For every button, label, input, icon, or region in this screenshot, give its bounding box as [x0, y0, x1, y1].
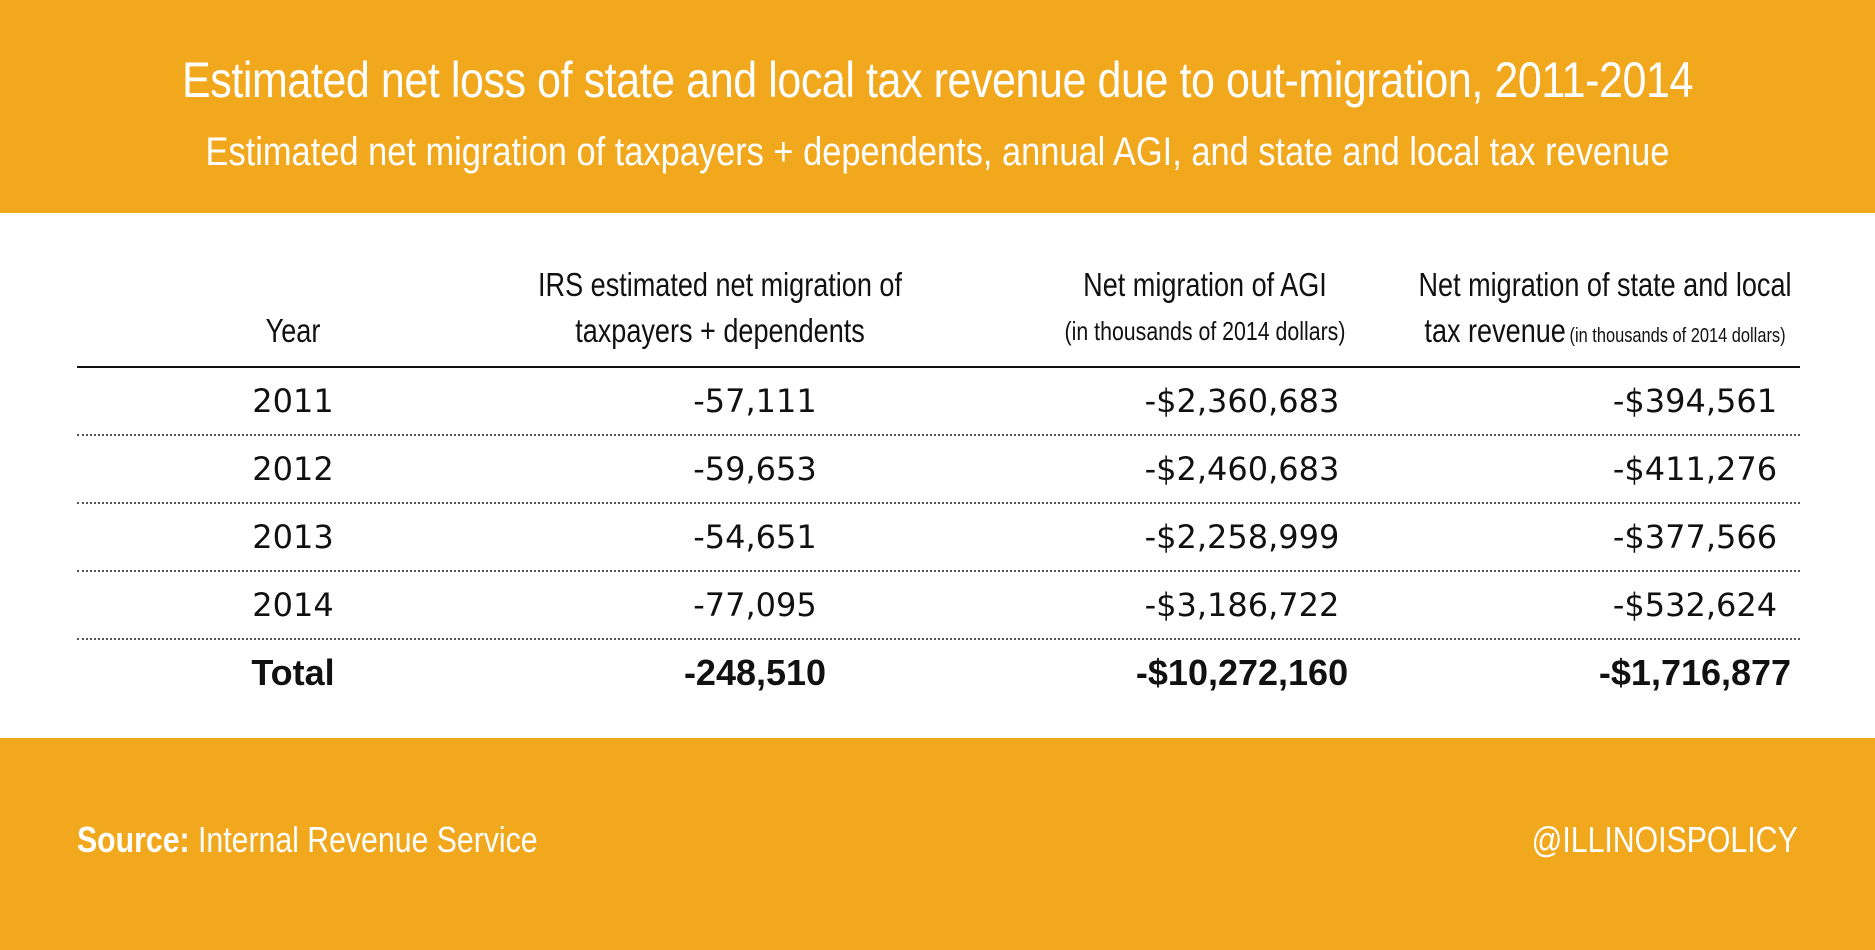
cell-year: 2012 — [252, 450, 334, 488]
column-header-agi: Net migration of AGI (in thousands of 20… — [965, 262, 1445, 354]
column-header-migration-line2: taxpayers + dependents — [575, 312, 865, 349]
footer-banner: Source: Internal Revenue Service @ILLINO… — [0, 738, 1875, 950]
cell-revenue: -$394,561 — [1612, 382, 1778, 420]
cell-migration: -57,111 — [693, 382, 817, 420]
table-row: 2012 -59,653 -$2,460,683 -$411,276 — [77, 436, 1800, 504]
column-header-revenue-line2: tax revenue — [1424, 312, 1566, 349]
source-text: Internal Revenue Service — [198, 819, 538, 860]
table-row: 2011 -57,111 -$2,360,683 -$394,561 — [77, 368, 1800, 436]
source-label: Source: — [77, 819, 190, 860]
column-header-agi-line2: (in thousands of 2014 dollars) — [1064, 316, 1346, 346]
cell-migration: -77,095 — [693, 586, 817, 624]
table-row: 2014 -77,095 -$3,186,722 -$532,624 — [77, 572, 1800, 640]
cell-revenue: -$377,566 — [1612, 518, 1778, 556]
cell-revenue: -$411,276 — [1612, 450, 1778, 488]
total-agi: -$10,272,160 — [1135, 652, 1349, 693]
total-label: Total — [251, 652, 335, 693]
total-row: Total -248,510 -$10,272,160 -$1,716,877 — [77, 640, 1800, 706]
cell-agi: -$2,460,683 — [1144, 450, 1340, 488]
column-header-revenue-line2-wrap: tax revenue (in thousands of 2014 dollar… — [1400, 308, 1810, 361]
page-subtitle: Estimated net migration of taxpayers + d… — [205, 130, 1670, 174]
header-rule — [77, 366, 1800, 368]
header-banner: Estimated net loss of state and local ta… — [0, 0, 1875, 213]
column-header-year: Year — [173, 308, 413, 354]
column-header-agi-line1: Net migration of AGI — [1083, 266, 1327, 303]
column-header-revenue: Net migration of state and local tax rev… — [1355, 262, 1855, 361]
page-title: Estimated net loss of state and local ta… — [182, 52, 1693, 108]
table-row: 2013 -54,651 -$2,258,999 -$377,566 — [77, 504, 1800, 572]
column-header-migration: IRS estimated net migration of taxpayers… — [480, 262, 960, 354]
cell-year: 2013 — [252, 518, 334, 556]
cell-agi: -$3,186,722 — [1144, 586, 1340, 624]
total-migration: -248,510 — [683, 652, 827, 693]
column-header-migration-line1: IRS estimated net migration of — [538, 266, 902, 303]
data-table: Year IRS estimated net migration of taxp… — [0, 213, 1875, 738]
column-header-year-label: Year — [265, 312, 321, 349]
source-credit: Source: Internal Revenue Service — [77, 818, 538, 862]
total-revenue: -$1,716,877 — [1598, 652, 1792, 693]
cell-agi: -$2,258,999 — [1144, 518, 1340, 556]
column-header-revenue-line1: Net migration of state and local — [1418, 266, 1792, 303]
social-handle: @ILLINOISPOLICY — [1532, 819, 1798, 860]
column-header-revenue-units: (in thousands of 2014 dollars) — [1569, 325, 1786, 347]
cell-migration: -54,651 — [693, 518, 817, 556]
cell-year: 2014 — [252, 586, 334, 624]
cell-revenue: -$532,624 — [1612, 586, 1778, 624]
cell-migration: -59,653 — [693, 450, 817, 488]
cell-agi: -$2,360,683 — [1144, 382, 1340, 420]
cell-year: 2011 — [252, 382, 334, 420]
